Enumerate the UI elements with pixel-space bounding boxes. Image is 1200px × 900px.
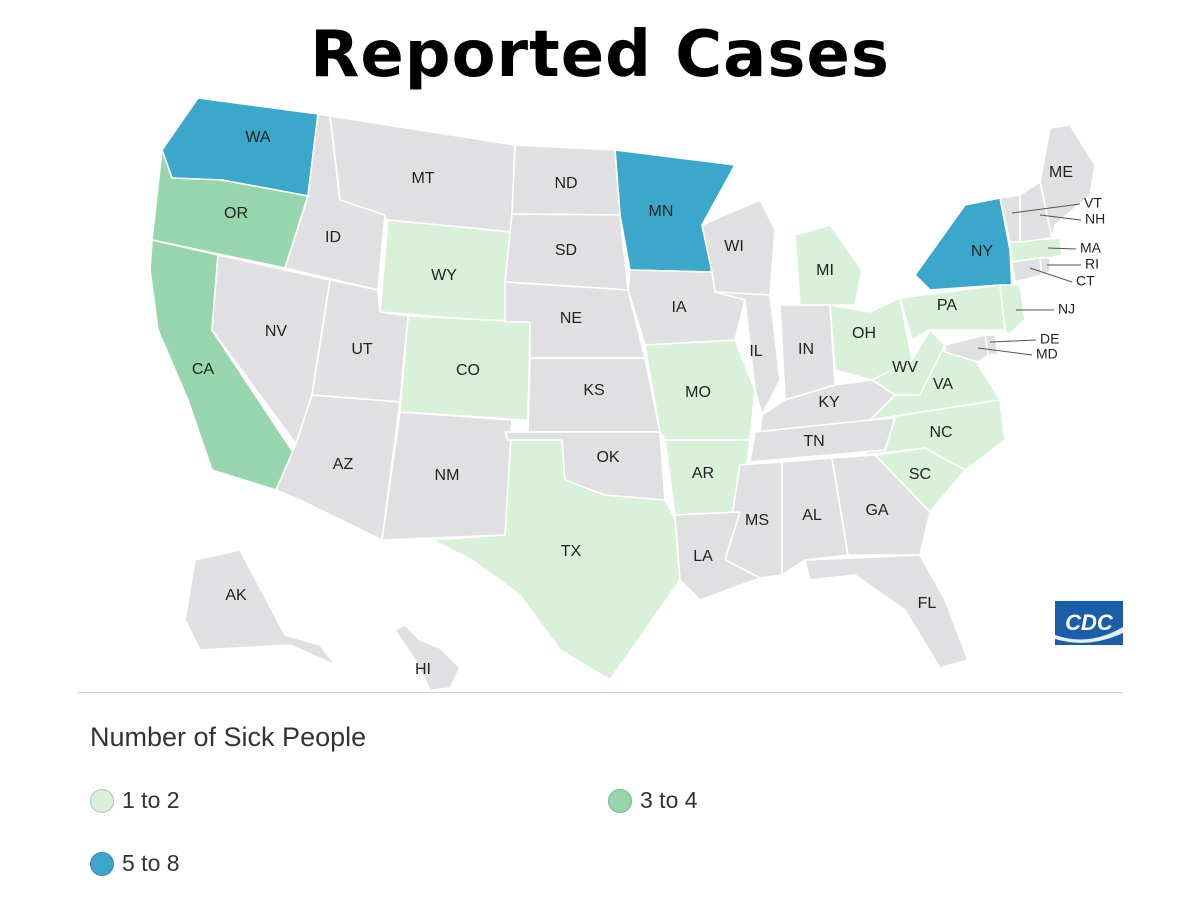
state-ct[interactable] [1011, 257, 1043, 283]
state-label-nv: NV [265, 323, 288, 340]
state-label-vt: VT [1084, 195, 1102, 211]
state-label-de: DE [1040, 331, 1059, 347]
state-label-al: AL [802, 507, 822, 524]
state-label-fl: FL [918, 595, 937, 612]
state-label-nd: ND [554, 175, 577, 192]
leader-line-de [989, 339, 1037, 343]
legend-swatch [90, 851, 114, 876]
state-label-nm: NM [435, 467, 460, 484]
leader-line-nh [1039, 214, 1082, 221]
legend-label: 1 to 2 [122, 787, 180, 813]
state-label-wy: WY [431, 267, 457, 284]
state-label-id: ID [325, 229, 341, 246]
legend-title: Number of Sick People [90, 722, 367, 752]
legend-item-5-to-8: 5 to 8 [90, 850, 180, 877]
state-label-tn: TN [803, 433, 824, 450]
state-label-md: MD [1036, 346, 1058, 362]
state-label-ia: IA [671, 299, 686, 316]
legend-label: 5 to 8 [122, 850, 180, 876]
state-label-hi: HI [415, 661, 431, 678]
state-me[interactable] [1039, 124, 1096, 239]
leader-line-ma [1047, 247, 1077, 250]
state-label-ca: CA [192, 361, 215, 378]
state-ak[interactable] [184, 549, 336, 666]
state-label-oh: OH [852, 325, 876, 342]
state-label-nc: NC [929, 424, 952, 441]
state-md[interactable] [944, 334, 989, 363]
state-label-mi: MI [816, 262, 834, 279]
svg-text:CDC: CDC [1065, 610, 1114, 635]
us-choropleth-map: WA OR CA MN NY WY CO TX MO AR MI OH PA VA NC SC NJ MA WV MT… [149, 97, 1105, 690]
state-nh[interactable] [1019, 181, 1053, 243]
state-label-ct: CT [1076, 273, 1095, 289]
state-label-or: OR [224, 205, 248, 222]
state-al[interactable] [781, 457, 849, 576]
legend-item-3-to-4: 3 to 4 [608, 787, 698, 814]
state-la[interactable] [674, 511, 761, 601]
state-label-ut: UT [351, 341, 373, 358]
state-label-sc: SC [909, 466, 931, 483]
state-label-ny: NY [971, 243, 994, 260]
legend-swatch [90, 788, 114, 813]
state-mi[interactable] [794, 224, 863, 306]
state-label-me: ME [1049, 164, 1073, 181]
state-fl[interactable] [804, 554, 969, 669]
cdc-logo: CDC [1055, 601, 1123, 645]
state-ny[interactable] [914, 197, 1013, 291]
state-label-ak: AK [225, 587, 247, 604]
state-tn[interactable] [749, 417, 896, 463]
state-label-az: AZ [333, 456, 354, 473]
state-label-ga: GA [865, 502, 888, 519]
state-label-sd: SD [555, 242, 577, 259]
state-label-ms: MS [745, 512, 769, 529]
state-hi[interactable] [394, 624, 461, 690]
state-pa[interactable] [899, 284, 1006, 341]
state-label-ar: AR [692, 465, 714, 482]
state-label-wi: WI [724, 238, 744, 255]
state-az[interactable] [275, 394, 401, 541]
state-label-ne: NE [560, 310, 582, 327]
state-label-in: IN [798, 341, 814, 358]
state-label-ok: OK [596, 449, 619, 466]
state-ga[interactable] [831, 454, 931, 556]
state-ok[interactable] [504, 431, 666, 501]
state-label-mt: MT [411, 170, 434, 187]
leader-line-ct [1029, 267, 1073, 283]
leader-line-md [977, 347, 1033, 356]
state-label-wa: WA [245, 129, 271, 146]
state-label-pa: PA [937, 297, 957, 314]
legend-item-1-to-2: 1 to 2 [90, 787, 180, 814]
state-nj[interactable] [999, 284, 1026, 336]
state-label-ky: KY [818, 394, 840, 411]
state-nm[interactable] [381, 411, 513, 541]
map-title: Reported Cases [310, 18, 890, 92]
state-label-mo: MO [685, 384, 711, 401]
legend-label: 3 to 4 [640, 787, 698, 813]
divider [78, 692, 1123, 693]
leader-line-vt [1011, 203, 1081, 214]
state-label-va: VA [933, 376, 953, 393]
state-label-la: LA [693, 548, 713, 565]
state-label-ks: KS [583, 382, 604, 399]
state-label-mn: MN [649, 203, 674, 220]
state-label-tx: TX [561, 543, 582, 560]
state-label-ri: RI [1085, 256, 1099, 272]
state-id[interactable] [284, 113, 386, 291]
state-label-ma: MA [1080, 240, 1102, 256]
state-label-il: IL [749, 343, 762, 360]
state-label-wv: WV [892, 359, 918, 376]
state-label-nj: NJ [1058, 301, 1075, 317]
legend-swatch [608, 788, 632, 813]
state-label-co: CO [456, 362, 480, 379]
state-label-nh: NH [1085, 211, 1105, 227]
